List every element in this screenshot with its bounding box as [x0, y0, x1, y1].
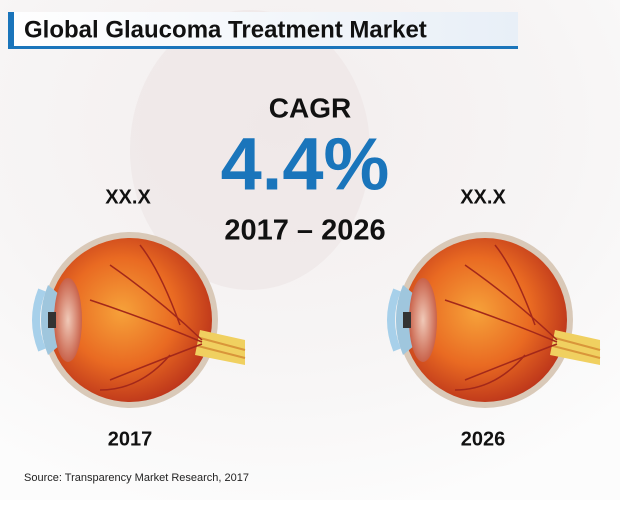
left-value: XX.X	[105, 186, 151, 208]
title-bar	[8, 12, 518, 48]
cagr-period: 2017 – 2026	[224, 215, 385, 247]
title: Global Glaucoma Treatment Market	[24, 16, 427, 43]
cagr-label: CAGR	[269, 92, 351, 123]
right-year: 2026	[461, 428, 506, 450]
title-accent	[8, 12, 14, 48]
source: Source: Transparency Market Research, 20…	[24, 472, 249, 484]
right-value: XX.X	[460, 186, 506, 208]
cagr-value: 4.4%	[221, 123, 390, 206]
faint-face	[130, 10, 370, 290]
title-underline	[8, 46, 518, 49]
left-year: 2017	[108, 428, 153, 450]
